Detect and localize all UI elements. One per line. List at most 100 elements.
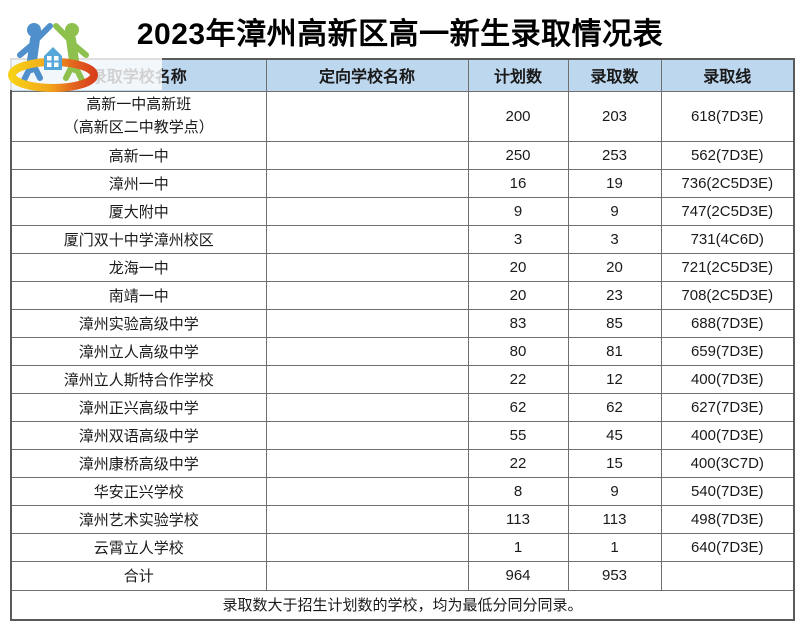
plan-count-cell: 16: [467, 168, 569, 198]
table-row: 高新一中 250 253 562(7D3E): [10, 140, 795, 170]
table-row: 漳州双语高级中学 55 45 400(7D3E): [10, 420, 795, 450]
cutoff-line-cell: 736(2C5D3E): [660, 168, 795, 198]
cutoff-line-cell: [660, 560, 795, 591]
total-row: 合计 964 953: [10, 560, 795, 591]
cutoff-line-cell: 747(2C5D3E): [660, 196, 795, 226]
admitted-count-cell: 253: [567, 140, 662, 170]
plan-count-cell: 113: [467, 504, 569, 534]
admitted-count-cell: 113: [567, 504, 662, 534]
admitted-count-cell: 15: [567, 448, 662, 478]
admissions-table: 录取学校名称 定向学校名称 计划数 录取数 录取线 高新一中高新班 （高新区二中…: [10, 58, 795, 621]
directed-school-cell: [265, 392, 469, 422]
admitted-count-cell: 1: [567, 532, 662, 562]
admitted-count-cell: 20: [567, 252, 662, 282]
table-row: 漳州康桥高级中学 22 15 400(3C7D): [10, 448, 795, 478]
footer-note: 录取数大于招生计划数的学校，均为最低分同分同录。: [10, 589, 795, 621]
school-name-cell: 漳州正兴高级中学: [10, 392, 267, 422]
table-row: 华安正兴学校 8 9 540(7D3E): [10, 476, 795, 506]
plan-count-cell: 80: [467, 336, 569, 366]
admitted-count-cell: 9: [567, 476, 662, 506]
school-name-cell: 厦门双十中学漳州校区: [10, 224, 267, 254]
plan-count-cell: 22: [467, 448, 569, 478]
school-name-cell: 漳州立人斯特合作学校: [10, 364, 267, 394]
school-name-cell: 漳州实验高级中学: [10, 308, 267, 338]
directed-school-cell: [265, 504, 469, 534]
cutoff-line-cell: 627(7D3E): [660, 392, 795, 422]
table-row: 龙海一中 20 20 721(2C5D3E): [10, 252, 795, 282]
school-name-cell: 漳州康桥高级中学: [10, 448, 267, 478]
total-label-cell: 合计: [10, 560, 267, 591]
directed-school-cell: [265, 140, 469, 170]
school-name-cell: 高新一中高新班 （高新区二中教学点）: [10, 90, 267, 142]
directed-school-cell: [265, 420, 469, 450]
logo-house: [44, 47, 62, 70]
cutoff-line-cell: 721(2C5D3E): [660, 252, 795, 282]
cutoff-line-cell: 688(7D3E): [660, 308, 795, 338]
house-people-logo-icon: [6, 23, 162, 92]
admitted-count-cell: 62: [567, 392, 662, 422]
table-row: 厦大附中 9 9 747(2C5D3E): [10, 196, 795, 226]
admitted-count-cell: 85: [567, 308, 662, 338]
table-row: 漳州立人斯特合作学校 22 12 400(7D3E): [10, 364, 795, 394]
directed-school-cell: [265, 364, 469, 394]
plan-total-cell: 964: [467, 560, 569, 591]
cutoff-line-cell: 618(7D3E): [660, 90, 795, 142]
school-name-line1: 高新一中高新班: [86, 96, 192, 113]
school-name-cell: 南靖一中: [10, 280, 267, 310]
cutoff-line-cell: 731(4C6D): [660, 224, 795, 254]
table-row: 漳州艺术实验学校 113 113 498(7D3E): [10, 504, 795, 534]
school-name-cell: 漳州艺术实验学校: [10, 504, 267, 534]
plan-count-cell: 250: [467, 140, 569, 170]
table-row: 高新一中高新班 （高新区二中教学点） 200 203 618(7D3E): [10, 90, 795, 142]
school-name-cell: 漳州双语高级中学: [10, 420, 267, 450]
directed-school-cell: [265, 224, 469, 254]
directed-school-cell: [265, 90, 469, 142]
plan-count-cell: 9: [467, 196, 569, 226]
directed-school-cell: [265, 560, 469, 591]
admitted-count-cell: 203: [567, 90, 662, 142]
cutoff-line-cell: 400(7D3E): [660, 420, 795, 450]
cutoff-line-cell: 562(7D3E): [660, 140, 795, 170]
directed-school-cell: [265, 336, 469, 366]
table-row: 云霄立人学校 1 1 640(7D3E): [10, 532, 795, 562]
plan-count-cell: 62: [467, 392, 569, 422]
admitted-count-cell: 3: [567, 224, 662, 254]
page-title: 2023年漳州高新区高一新生录取情况表: [136, 18, 664, 51]
directed-school-cell: [265, 168, 469, 198]
directed-school-cell: [265, 252, 469, 282]
cutoff-line-cell: 659(7D3E): [660, 336, 795, 366]
plan-count-cell: 55: [467, 420, 569, 450]
directed-school-cell: [265, 308, 469, 338]
cutoff-line-cell: 400(7D3E): [660, 364, 795, 394]
plan-count-cell: 83: [467, 308, 569, 338]
plan-count-cell: 3: [467, 224, 569, 254]
plan-count-cell: 22: [467, 364, 569, 394]
school-name-cell: 华安正兴学校: [10, 476, 267, 506]
note-row: 录取数大于招生计划数的学校，均为最低分同分同录。: [10, 589, 795, 621]
admitted-count-cell: 19: [567, 168, 662, 198]
cutoff-line-cell: 708(2C5D3E): [660, 280, 795, 310]
plan-count-cell: 1: [467, 532, 569, 562]
table-row: 漳州实验高级中学 83 85 688(7D3E): [10, 308, 795, 338]
school-name-cell: 漳州一中: [10, 168, 267, 198]
col-header-cutoff: 录取线: [660, 58, 795, 92]
admitted-count-cell: 12: [567, 364, 662, 394]
table-row: 漳州一中 16 19 736(2C5D3E): [10, 168, 795, 198]
admitted-count-cell: 9: [567, 196, 662, 226]
directed-school-cell: [265, 448, 469, 478]
admitted-count-cell: 23: [567, 280, 662, 310]
school-name-cell: 龙海一中: [10, 252, 267, 282]
plan-count-cell: 20: [467, 252, 569, 282]
col-header-admitted: 录取数: [567, 58, 662, 92]
cutoff-line-cell: 400(3C7D): [660, 448, 795, 478]
table-row: 厦门双十中学漳州校区 3 3 731(4C6D): [10, 224, 795, 254]
cutoff-line-cell: 640(7D3E): [660, 532, 795, 562]
col-header-plan: 计划数: [467, 58, 569, 92]
cutoff-line-cell: 498(7D3E): [660, 504, 795, 534]
table-row: 漳州立人高级中学 80 81 659(7D3E): [10, 336, 795, 366]
school-name-cell: 漳州立人高级中学: [10, 336, 267, 366]
school-name-cell: 高新一中: [10, 140, 267, 170]
plan-count-cell: 8: [467, 476, 569, 506]
col-header-directed: 定向学校名称: [265, 58, 469, 92]
directed-school-cell: [265, 196, 469, 226]
